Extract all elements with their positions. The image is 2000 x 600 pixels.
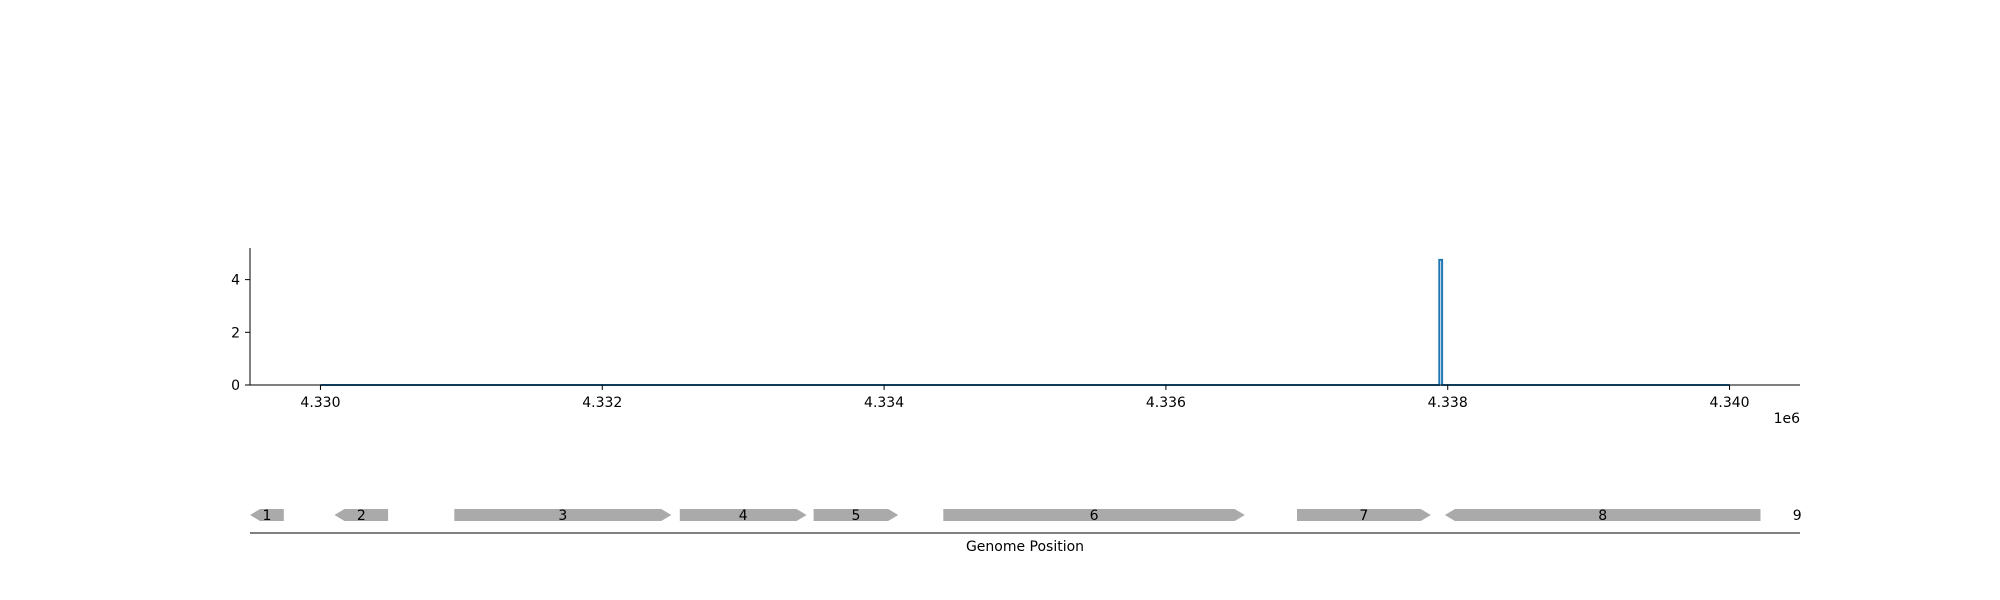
gene-arrow-5 xyxy=(813,509,899,521)
x-tick-label: 4.340 xyxy=(1709,395,1749,411)
genes: 1 2 3 4 5 6 7 8 9 xyxy=(250,508,1802,524)
gene-arrow-7 xyxy=(1297,509,1431,521)
gene-label-2: 2 xyxy=(357,508,366,524)
x-tick-label: 4.338 xyxy=(1428,395,1468,411)
gene-arrow-6 xyxy=(943,509,1245,521)
gene-arrow-4 xyxy=(679,509,807,521)
y-ticks: 0 2 4 xyxy=(231,273,250,394)
x-tick-label: 4.330 xyxy=(300,395,340,411)
x-ticks: 4.330 4.332 4.334 4.336 4.338 4.340 xyxy=(300,385,1750,411)
gene-arrow-8 xyxy=(1444,509,1761,521)
gene-label-5: 5 xyxy=(851,508,860,524)
y-tick-label: 0 xyxy=(231,378,240,394)
gene-track: 1 2 3 4 5 6 7 8 9 Genome Position xyxy=(250,508,1802,555)
gene-label-9: 9 xyxy=(1793,508,1802,524)
gene-track-xlabel: Genome Position xyxy=(966,539,1084,555)
y-tick-label: 4 xyxy=(231,273,240,289)
x-tick-label: 4.332 xyxy=(582,395,622,411)
gene-arrow-1 xyxy=(250,509,284,521)
gene-arrow-3 xyxy=(454,509,672,521)
coverage-line-1 xyxy=(320,258,1730,386)
y-tick-label: 2 xyxy=(231,325,240,341)
gene-label-4: 4 xyxy=(739,508,748,524)
gene-label-8: 8 xyxy=(1598,508,1607,524)
gene-label-7: 7 xyxy=(1359,508,1368,524)
coverage-series xyxy=(320,258,1730,386)
gene-label-1: 1 xyxy=(262,508,271,524)
x-offset-label: 1e6 xyxy=(1774,411,1801,427)
gene-arrow-2 xyxy=(334,509,389,521)
x-tick-label: 4.336 xyxy=(1146,395,1186,411)
coverage-chart: 4.330 4.332 4.334 4.336 4.338 4.340 0 2 4 1e6 xyxy=(231,248,1800,427)
gene-label-6: 6 xyxy=(1090,508,1099,524)
gene-label-3: 3 xyxy=(558,508,567,524)
x-tick-label: 4.334 xyxy=(864,395,904,411)
